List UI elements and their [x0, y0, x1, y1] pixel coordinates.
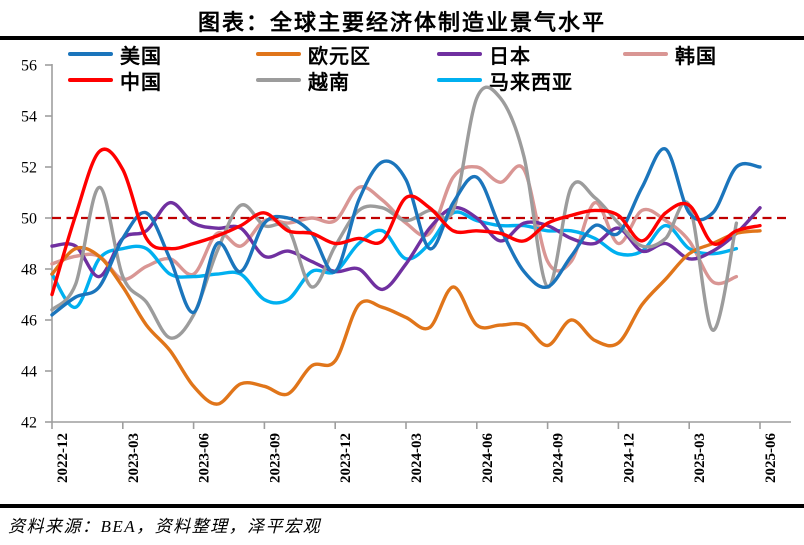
- legend-label-eurozone: 欧元区: [308, 45, 371, 68]
- x-axis-label: 2025-03: [692, 433, 708, 483]
- legend-label-malaysia: 马来西亚: [489, 71, 573, 94]
- y-axis-label: 52: [21, 160, 37, 177]
- legend-item-korea: 韩国: [623, 43, 717, 68]
- y-axis-label: 44: [21, 364, 37, 381]
- x-axis-label: 2024-03: [409, 433, 425, 483]
- series-line-malaysia: [50, 210, 739, 309]
- series-line-eurozone: [50, 229, 762, 406]
- x-axis-label: 2023-09: [267, 433, 283, 483]
- legend-item-china: 中国: [68, 69, 162, 94]
- y-axis-label: 48: [21, 262, 37, 279]
- legend-line-us: [68, 52, 113, 56]
- legend-line-malaysia: [437, 78, 482, 82]
- x-axis-label: 2024-12: [621, 433, 637, 483]
- legend-line-china: [68, 78, 113, 82]
- legend-item-malaysia: 马来西亚: [437, 69, 573, 94]
- source-note: 资料来源：BEA，资料整理，泽平宏观: [8, 517, 322, 536]
- series-line-japan: [50, 201, 762, 292]
- chart-title: 图表：全球主要经济体制造业景气水平: [197, 10, 606, 35]
- y-axis-label: 42: [21, 415, 37, 432]
- legend-label-vietnam: 越南: [308, 71, 350, 94]
- legend-item-us: 美国: [68, 43, 162, 68]
- legend-label-china: 中国: [120, 71, 162, 94]
- x-axis-label: 2024-09: [551, 433, 567, 483]
- legend-item-vietnam: 越南: [256, 69, 350, 94]
- series-line-us: [50, 147, 762, 317]
- legend-label-us: 美国: [120, 45, 162, 68]
- legend-line-japan: [437, 52, 482, 56]
- x-axis-label: 2025-06: [763, 433, 779, 483]
- series-line-china: [50, 147, 762, 297]
- x-axis-label: 2023-03: [126, 433, 142, 483]
- y-axis-label: 56: [21, 58, 37, 75]
- legend-label-japan: 日本: [489, 45, 531, 68]
- y-axis-label: 54: [21, 109, 37, 126]
- legend-item-japan: 日本: [437, 43, 531, 68]
- legend-label-korea: 韩国: [675, 45, 717, 68]
- x-axis-label: 2022-12: [55, 433, 71, 483]
- legend-line-eurozone: [256, 52, 301, 56]
- legend-line-vietnam: [256, 78, 301, 82]
- x-axis-label: 2024-06: [480, 433, 496, 483]
- legend-line-korea: [623, 52, 668, 56]
- legend-item-eurozone: 欧元区: [256, 43, 371, 68]
- y-axis-label: 46: [21, 313, 37, 330]
- title-divider: [0, 36, 804, 40]
- x-axis-label: 2023-06: [197, 433, 213, 483]
- footer-divider: [0, 504, 804, 508]
- series-line-vietnam: [50, 85, 739, 340]
- y-axis-label: 50: [21, 211, 37, 228]
- x-axis-label: 2023-12: [338, 433, 354, 483]
